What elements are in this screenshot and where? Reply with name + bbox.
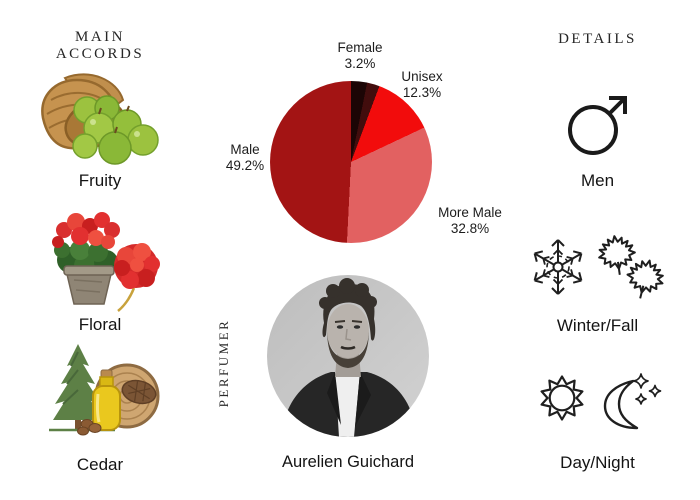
pie-label-male: Male 49.2%	[210, 142, 280, 173]
mustache	[340, 345, 356, 350]
cedar-tree-oil-image	[49, 344, 160, 436]
white-shirt	[335, 372, 360, 437]
details-label-men: Men	[580, 171, 615, 190]
nuts	[77, 419, 102, 436]
cut-flower-stem	[117, 287, 136, 312]
sun-icon	[540, 375, 584, 421]
gender-pie-chart	[270, 81, 432, 243]
pie-label-female-name: Female	[337, 40, 383, 55]
perfumer-heading: PERFUMER	[216, 318, 231, 408]
pie-label-unisex-name: Unisex	[401, 69, 443, 84]
perfumer-photo	[267, 275, 429, 437]
details-label-day-night: Day/Night	[560, 453, 635, 472]
hair	[322, 283, 376, 341]
right-lapel	[355, 372, 371, 427]
accord-label-floral: Floral	[78, 315, 122, 334]
maple-leaf-icon	[626, 259, 664, 299]
pie-label-unisex: Unisex 12.3%	[385, 69, 459, 100]
pot	[63, 265, 115, 305]
left-lapel	[327, 372, 341, 425]
right-eye	[353, 325, 361, 329]
fruity-apples-basket-image	[41, 73, 159, 165]
floral-geranium-image	[52, 212, 160, 312]
pie-label-female: Female 3.2%	[322, 40, 398, 71]
oil-bottle	[92, 369, 121, 431]
nose	[345, 328, 352, 341]
green-apples	[72, 95, 159, 165]
maple-leaf-icon	[598, 235, 636, 275]
pie-label-unisex-pct: 12.3%	[402, 84, 442, 100]
accord-label-fruity: Fruity	[78, 171, 122, 190]
main-accords-heading: MAIN ACCORDS	[55, 29, 145, 62]
beard	[327, 329, 369, 368]
flower-clusters	[52, 212, 120, 249]
eyebrows	[334, 320, 363, 323]
pie-label-male-pct: 49.2%	[225, 157, 265, 173]
mars-symbol-icon	[568, 96, 627, 155]
pine-cone	[121, 379, 157, 405]
pie-label-more-male-name: More Male	[438, 205, 502, 220]
pie-label-more-male-pct: 32.8%	[450, 220, 490, 236]
pie-label-female-pct: 3.2%	[344, 55, 376, 71]
pine-tree	[49, 344, 115, 432]
details-label-winter-fall: Winter/Fall	[556, 316, 639, 335]
details-heading: DETAILS	[558, 31, 637, 47]
crescent-moon-icon	[603, 373, 662, 430]
snowflake-icon	[533, 239, 583, 295]
pie-label-more-male: More Male 32.8%	[430, 205, 510, 236]
cut-flower-head	[114, 243, 160, 289]
face	[327, 304, 369, 358]
pie-label-male-name: Male	[230, 142, 260, 157]
perfumer-name: Aurelien Guichard	[281, 453, 415, 471]
left-eye	[336, 325, 344, 329]
accord-label-cedar: Cedar	[76, 455, 124, 474]
